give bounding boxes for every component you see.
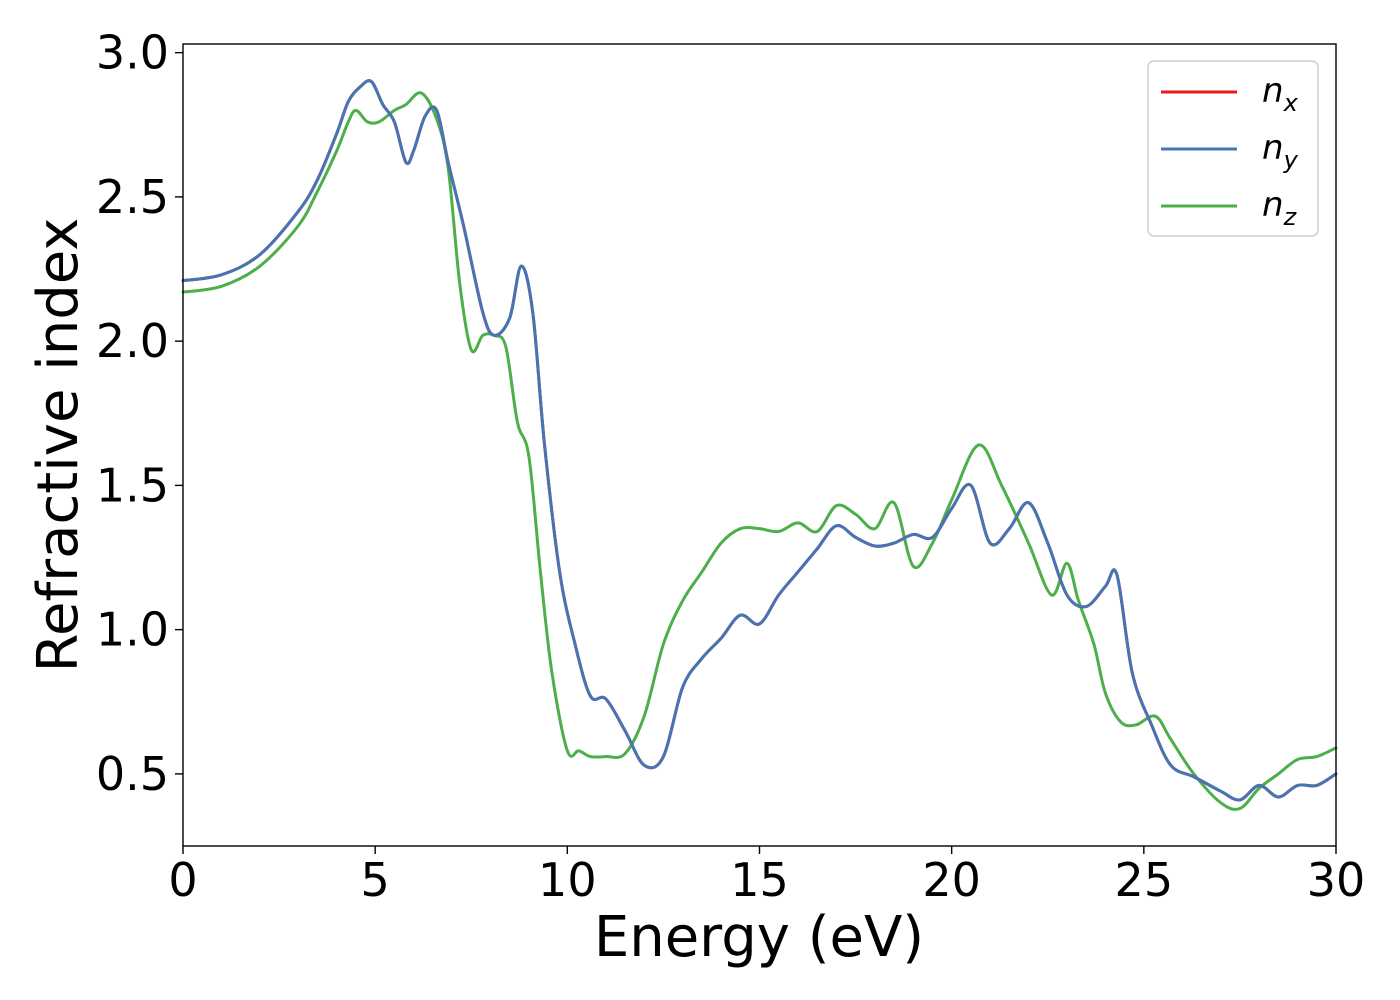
x-tick-label: 20	[922, 853, 981, 907]
legend-label-x: nx	[1262, 71, 1299, 117]
legend-label-z: nz	[1262, 185, 1298, 231]
legend-label-base: n	[1262, 71, 1284, 111]
x-tick-label: 30	[1307, 853, 1366, 907]
series-layer	[181, 79, 1338, 811]
series-line-z	[181, 91, 1338, 811]
y-tick-label: 3.0	[96, 26, 169, 80]
legend-label-y: ny	[1262, 128, 1299, 174]
legend-label-subscript: y	[1283, 146, 1299, 174]
x-tick-label: 0	[168, 853, 197, 907]
legend-label-base: n	[1262, 185, 1284, 225]
x-tick-label: 25	[1115, 853, 1174, 907]
legend-label-base: n	[1262, 128, 1284, 168]
y-tick-label: 2.5	[96, 170, 169, 224]
y-axis-title: Refractive index	[26, 218, 91, 673]
series-line-y	[181, 79, 1338, 802]
x-tick-label: 5	[361, 853, 390, 907]
y-tick-label: 1.5	[96, 458, 169, 512]
y-tick-label: 2.0	[96, 314, 169, 368]
x-tick-label: 10	[538, 853, 597, 907]
x-axis-title: Energy (eV)	[594, 905, 924, 970]
y-tick-label: 0.5	[96, 747, 169, 801]
x-tick-label: 15	[730, 853, 789, 907]
legend-label-subscript: x	[1283, 89, 1299, 117]
tick-layer: 0 5 10 15 20 25 30 0.5 1.0 1.5 2.0 2.5 3.0	[96, 26, 1365, 907]
y-tick-label: 1.0	[96, 603, 169, 657]
legend-label-subscript: z	[1283, 203, 1298, 231]
